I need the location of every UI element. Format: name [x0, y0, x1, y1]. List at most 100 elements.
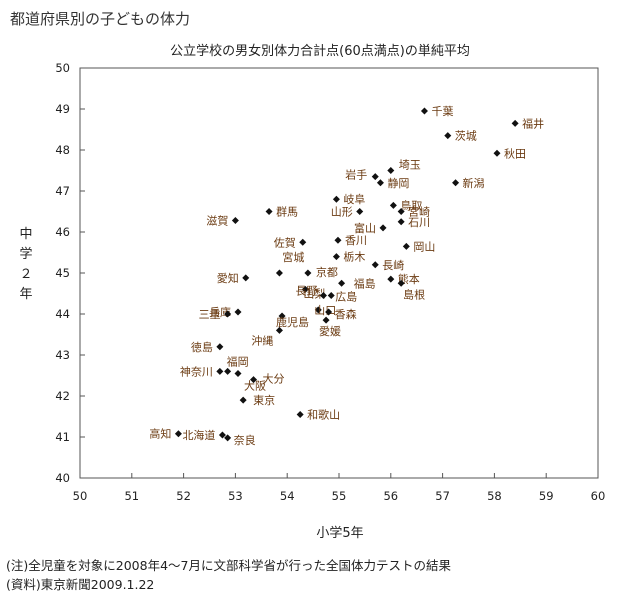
data-point — [275, 269, 283, 277]
data-point — [371, 261, 379, 269]
point-label: 栃木 — [343, 250, 365, 264]
point-label: 新潟 — [463, 176, 485, 190]
y-tick-label: 50 — [55, 61, 70, 75]
point-label: 岩手 — [345, 168, 367, 182]
y-tick-label: 45 — [55, 266, 70, 280]
point-label: 京都 — [316, 265, 338, 279]
point-label: 神奈川 — [180, 364, 213, 378]
point-label: 山口 — [314, 304, 336, 317]
point-label: 香川 — [345, 234, 367, 247]
x-tick-label: 52 — [176, 489, 191, 503]
point-label: 三重 — [199, 307, 221, 321]
point-label: 東京 — [253, 393, 275, 407]
data-point — [275, 326, 283, 334]
data-point — [216, 343, 224, 351]
data-point — [356, 208, 364, 215]
point-label: 埼玉 — [399, 158, 421, 172]
data-point — [224, 434, 232, 442]
data-point — [319, 292, 327, 300]
point-label: 千葉 — [431, 104, 453, 118]
plot-frame — [79, 67, 599, 479]
data-point — [338, 279, 346, 287]
y-ticks: 40 41 42 43 44 45 46 47 48 49 50 — [55, 61, 85, 485]
data-point — [327, 292, 335, 300]
footnote: (注)全児童を対象に2008年4～7月に文部科学省が行った全国体力テストの結果 … — [6, 556, 451, 594]
data-point — [234, 308, 242, 316]
data-point — [224, 367, 232, 375]
point-label: 愛媛 — [319, 324, 341, 338]
point-label: 石川 — [408, 216, 430, 229]
point-label: 大分 — [263, 372, 285, 386]
point-label: 山形 — [331, 206, 353, 219]
point-label: 福岡 — [227, 354, 249, 368]
data-point — [379, 224, 387, 232]
point-label: 福井 — [522, 116, 544, 130]
point-label: 静岡 — [387, 176, 409, 190]
point-label: 秋田 — [504, 146, 526, 160]
data-point — [332, 195, 340, 203]
point-label: 宮崎 — [408, 205, 430, 219]
x-tick-label: 57 — [435, 489, 450, 503]
point-label: 兵庫 — [209, 305, 231, 319]
point-label: 愛知 — [217, 271, 239, 285]
x-tick-label: 50 — [73, 489, 88, 503]
data-point — [322, 316, 330, 324]
footnote-note: (注)全児童を対象に2008年4～7月に文部科学省が行った全国体力テストの結果 — [6, 558, 451, 573]
x-axis-label: 小学5年 — [316, 526, 364, 541]
data-point — [387, 275, 395, 283]
y-tick-label: 41 — [55, 430, 70, 444]
data-point — [304, 269, 312, 277]
data-point — [389, 201, 397, 209]
point-label: 鹿児島 — [276, 315, 309, 329]
data-point — [296, 410, 304, 418]
data-point — [224, 310, 232, 318]
point-label: 群馬 — [276, 205, 298, 219]
point-label: 茨城 — [455, 129, 477, 143]
footnote-source: (資料)東京新聞2009.1.22 — [6, 577, 155, 592]
point-label: 福島 — [354, 276, 376, 290]
data-point — [234, 369, 242, 377]
point-label: 北海道 — [182, 428, 215, 442]
point-label: 滋賀 — [206, 215, 228, 228]
point-label: 高知 — [149, 427, 171, 441]
data-point — [332, 253, 340, 261]
data-point — [493, 149, 501, 157]
data-point — [371, 173, 379, 181]
data-point — [511, 119, 519, 127]
data-point — [397, 218, 405, 226]
y-tick-label: 44 — [55, 307, 70, 321]
data-point — [334, 236, 342, 244]
point-label: 島根 — [403, 287, 425, 301]
data-point — [242, 274, 250, 282]
point-label: 佐賀 — [274, 235, 296, 249]
point-label: 長野 — [295, 285, 317, 298]
point-label: 香森 — [335, 307, 357, 321]
x-tick-label: 51 — [124, 489, 139, 503]
y-axis-label: 中学２年 — [19, 227, 33, 302]
x-tick-label: 55 — [332, 489, 347, 503]
data-point — [452, 179, 460, 187]
point-label: 奈良 — [234, 433, 256, 447]
y-tick-label: 43 — [55, 348, 70, 362]
y-tick-label: 46 — [55, 225, 70, 239]
data-point — [250, 376, 258, 384]
point-label: 和歌山 — [307, 407, 340, 421]
y-tick-label: 40 — [55, 471, 70, 485]
point-label: 広島 — [335, 290, 357, 304]
point-label: 鳥取 — [400, 198, 422, 212]
y-tick-label: 48 — [55, 143, 70, 157]
data-point — [444, 132, 452, 140]
data-point — [376, 179, 384, 187]
y-tick-label: 42 — [55, 389, 70, 403]
data-point — [299, 238, 307, 246]
x-ticks: 50 51 52 53 54 55 56 57 58 59 60 — [73, 473, 605, 503]
x-tick-label: 53 — [228, 489, 243, 503]
point-label: 大阪 — [244, 378, 266, 392]
data-point — [239, 396, 247, 404]
data-point — [397, 279, 405, 287]
x-tick-label: 59 — [539, 489, 554, 503]
point-label: 宮城 — [282, 250, 304, 264]
point-label: 岐阜 — [343, 193, 365, 206]
